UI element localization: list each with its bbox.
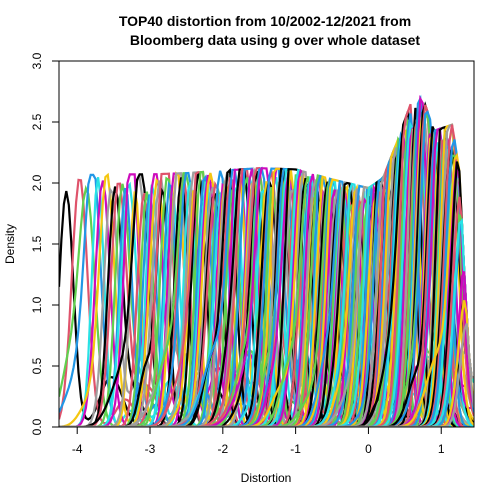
y-tick-label: 0.0 xyxy=(30,418,44,435)
density-curve xyxy=(59,110,474,427)
density-curve xyxy=(59,167,474,427)
density-curve xyxy=(59,121,474,427)
density-curve xyxy=(59,167,474,427)
x-tick-label: -3 xyxy=(145,442,156,456)
density-curve xyxy=(59,186,474,427)
density-curve xyxy=(59,113,474,427)
x-axis-label: Distortion xyxy=(241,471,292,485)
density-curve xyxy=(59,123,474,427)
y-tick-label: 1.5 xyxy=(30,235,44,252)
density-curve xyxy=(59,173,474,427)
density-curve xyxy=(59,167,474,427)
density-curve xyxy=(59,181,474,427)
y-axis-label: Density xyxy=(3,224,17,264)
density-curve xyxy=(59,186,474,427)
density-curve xyxy=(59,174,474,427)
chart-title: TOP40 distortion from 10/2002-12/2021 fr… xyxy=(119,13,411,29)
density-curve xyxy=(59,136,474,427)
y-tick-label: 0.5 xyxy=(30,357,44,374)
density-curve xyxy=(59,191,474,427)
x-tick-label: 1 xyxy=(438,442,445,456)
x-tick-label: 0 xyxy=(365,442,372,456)
density-curve xyxy=(59,178,474,427)
y-tick-label: 1.0 xyxy=(30,296,44,313)
density-curve xyxy=(59,186,474,427)
density-curve xyxy=(59,103,474,427)
density-curve xyxy=(59,127,474,427)
density-curve xyxy=(59,182,474,427)
density-curve xyxy=(59,176,474,427)
density-curve xyxy=(59,101,474,427)
y-tick-label: 3.0 xyxy=(30,52,44,69)
x-tick-label: -1 xyxy=(290,442,301,456)
y-axis: 0.0 0.5 1.0 1.5 2.0 2.5 3.0 xyxy=(30,52,60,435)
chart-subtitle: Bloomberg data using g over whole datase… xyxy=(130,32,420,48)
density-curve xyxy=(59,176,474,427)
density-curve xyxy=(59,171,474,427)
x-axis: -4 -3 -2 -1 0 1 xyxy=(72,426,445,456)
density-curve xyxy=(59,192,474,427)
density-curve xyxy=(59,172,474,427)
density-curve xyxy=(59,152,474,427)
y-tick-label: 2.5 xyxy=(30,113,44,130)
density-curve xyxy=(59,119,474,427)
density-curve xyxy=(59,112,474,427)
x-tick-label: -4 xyxy=(72,442,83,456)
density-curve xyxy=(59,173,474,427)
density-curve xyxy=(59,183,474,427)
y-tick-label: 2.0 xyxy=(30,174,44,191)
density-curve xyxy=(59,167,474,427)
density-curve xyxy=(59,126,474,427)
density-curve xyxy=(59,187,474,427)
density-curve xyxy=(59,171,474,427)
x-tick-label: -2 xyxy=(217,442,228,456)
density-curve xyxy=(59,167,474,427)
